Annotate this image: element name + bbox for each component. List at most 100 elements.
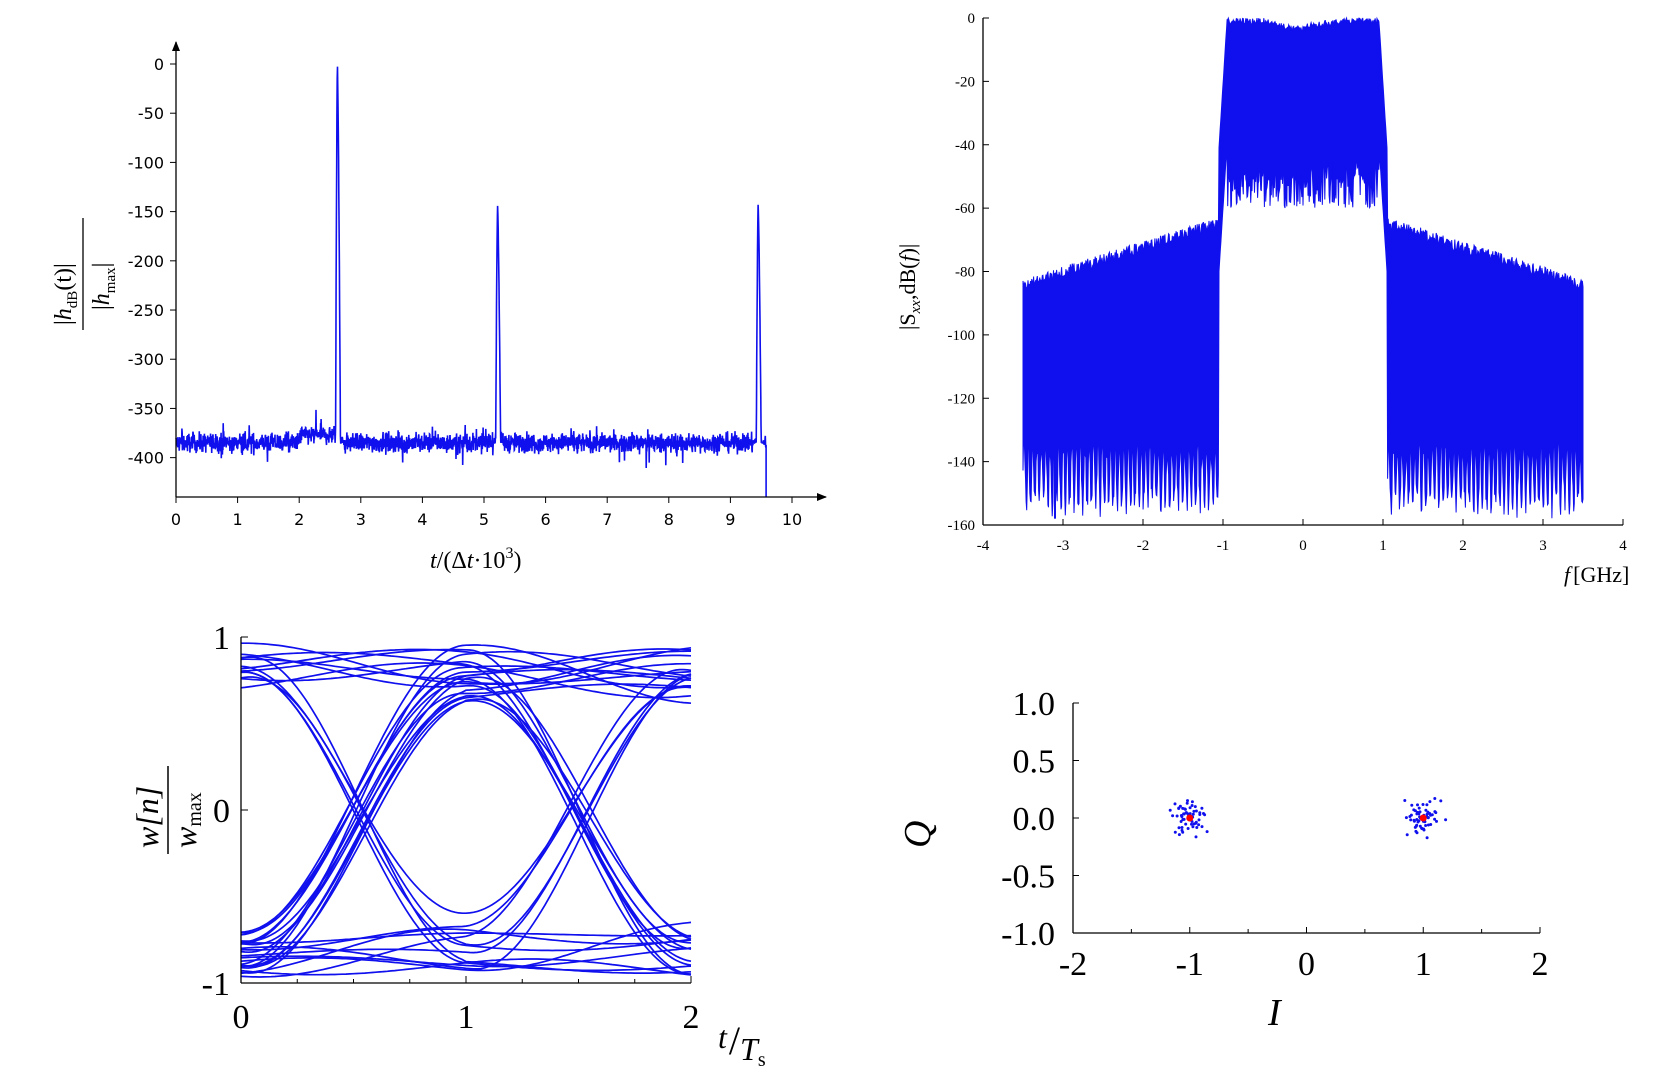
constellation-point [1177,806,1181,810]
constellation-point [1200,825,1204,829]
spectrum-y-tick-label: -80 [955,265,975,281]
constellation-point [1415,818,1419,821]
spectrum-y-tick-label: -60 [955,201,975,217]
constellation-point [1433,817,1437,821]
eye-trace [240,648,692,954]
impulse-x-tick-label: 8 [664,510,674,529]
svg-text:wmax: wmax [167,792,206,848]
constellation-point [1185,801,1189,805]
constellation-point [1439,799,1443,803]
impulse-y-tick-label: -350 [128,399,164,418]
spectrum-x-tick-label: -1 [1217,538,1230,554]
svg-text:|hdB(t)|: |hdB(t)| [51,263,81,325]
spectrum-x-ticks: -4 -3 -2 -1 0 1 2 3 4 [977,519,1627,554]
constellation-x-tick-label: -2 [1059,946,1087,983]
constellation-point [1434,811,1438,815]
constellation-point [1429,823,1433,826]
constellation-point [1200,806,1204,810]
constellation-point [1409,818,1413,822]
constellation-point [1186,799,1189,803]
spectrum-y-tick-label: -40 [955,138,975,154]
impulse-y-tick-label: -250 [128,301,164,320]
impulse-y-tick-label: -200 [128,252,164,271]
eye-trace [240,665,692,936]
constellation-point [1422,828,1426,832]
eye-trace [240,676,692,946]
spectrum-x-tick-label: 3 [1539,538,1547,554]
constellation-point [1192,809,1196,813]
constellation-point [1430,813,1434,817]
impulse-response-trace [175,63,767,497]
eye-trace [240,673,692,957]
constellation-point [1410,803,1414,807]
spectrum-y-ticks: 0 -20 -40 -60 -80 -100 -120 -140 -160 [948,11,989,534]
constellation-points [1168,797,1448,840]
impulse-y-tick-label: -300 [128,350,164,369]
constellation-point [1418,824,1422,828]
spectrum-x-tick-label: -3 [1057,538,1070,554]
spectrum-x-tick-label: -4 [977,538,990,554]
constellation-point [1197,823,1201,827]
impulse-response-chart: 0 1 2 3 4 5 6 7 8 9 10 0 -50 -100 -150 -200 -250 -300 -35… [51,41,827,574]
spectrum-y-tick-label: -120 [948,391,976,407]
constellation-point [1416,803,1419,807]
constellation-x-tick-label: 2 [1532,946,1549,983]
constellation-point [1179,820,1183,823]
constellation-point [1190,804,1194,807]
eye-x-tick-label: 1 [458,999,475,1036]
impulse-x-label: t/(Δt·103) [430,545,521,574]
constellation-point [1421,803,1425,806]
eye-trace [240,673,692,970]
impulse-y-ticks: 0 -50 -100 -150 -200 -250 -300 -350 -400 [128,55,176,468]
constellation-point [1173,802,1177,806]
constellation-point [1426,823,1430,827]
eye-trace [240,662,691,966]
constellation-point [1433,797,1437,800]
impulse-x-tick-label: 4 [417,510,427,529]
spectrum-chart: -4 -3 -2 -1 0 1 2 3 4 0 -20 -40 -60 -80 -100 -120 -140 -… [895,11,1629,587]
constellation-point [1418,810,1422,814]
impulse-y-label: |hdB(t)| |hmax| [51,218,119,330]
constellation-chart: -2 -1 0 1 2 1.0 0.5 0.0 -0.5 -1.0 I Q [897,686,1549,1034]
constellation-y-ticks: 1.0 0.5 0.0 -0.5 -1.0 [1001,686,1079,953]
constellation-x-ticks: -2 -1 0 1 2 [1059,927,1549,983]
constellation-point [1203,813,1207,817]
eye-trace [240,653,692,966]
eye-trace [241,650,692,968]
impulse-x-tick-label: 1 [233,510,243,529]
constellation-point [1173,830,1177,834]
constellation-point [1195,826,1199,829]
constellation-point [1181,830,1185,834]
constellation-point [1197,818,1201,822]
eye-trace [240,928,692,975]
eye-trace [241,642,692,685]
impulse-x-tick-label: 6 [541,510,551,529]
constellation-point [1193,805,1197,809]
constellation-ideal-symbol [1419,814,1427,822]
constellation-y-tick-label: -0.5 [1001,859,1055,896]
constellation-point [1168,808,1172,812]
impulse-x-tick-label: 2 [294,510,304,529]
constellation-point [1428,800,1432,804]
spectrum-x-tick-label: 4 [1619,538,1627,554]
spectrum-y-label: |Sxx,dB(f)| [895,244,924,330]
constellation-point [1412,808,1416,812]
constellation-y-tick-label: 0.0 [1013,801,1056,838]
constellation-point [1405,833,1409,837]
constellation-point [1194,835,1198,839]
constellation-point [1175,814,1179,818]
spectrum-x-tick-label: 0 [1299,538,1307,554]
spectrum-y-tick-label: -160 [948,518,976,534]
spectrum-x-tick-label: 2 [1459,538,1467,554]
spectrum-x-tick-label: 1 [1379,538,1387,554]
eye-y-tick-label: 0 [213,793,230,830]
eye-trace [240,668,692,978]
constellation-point [1404,816,1408,820]
eye-trace [240,654,692,974]
constellation-point [1426,816,1430,820]
constellation-y-tick-label: 1.0 [1013,686,1056,723]
constellation-x-tick-label: 0 [1298,946,1315,983]
constellation-point [1425,803,1429,807]
